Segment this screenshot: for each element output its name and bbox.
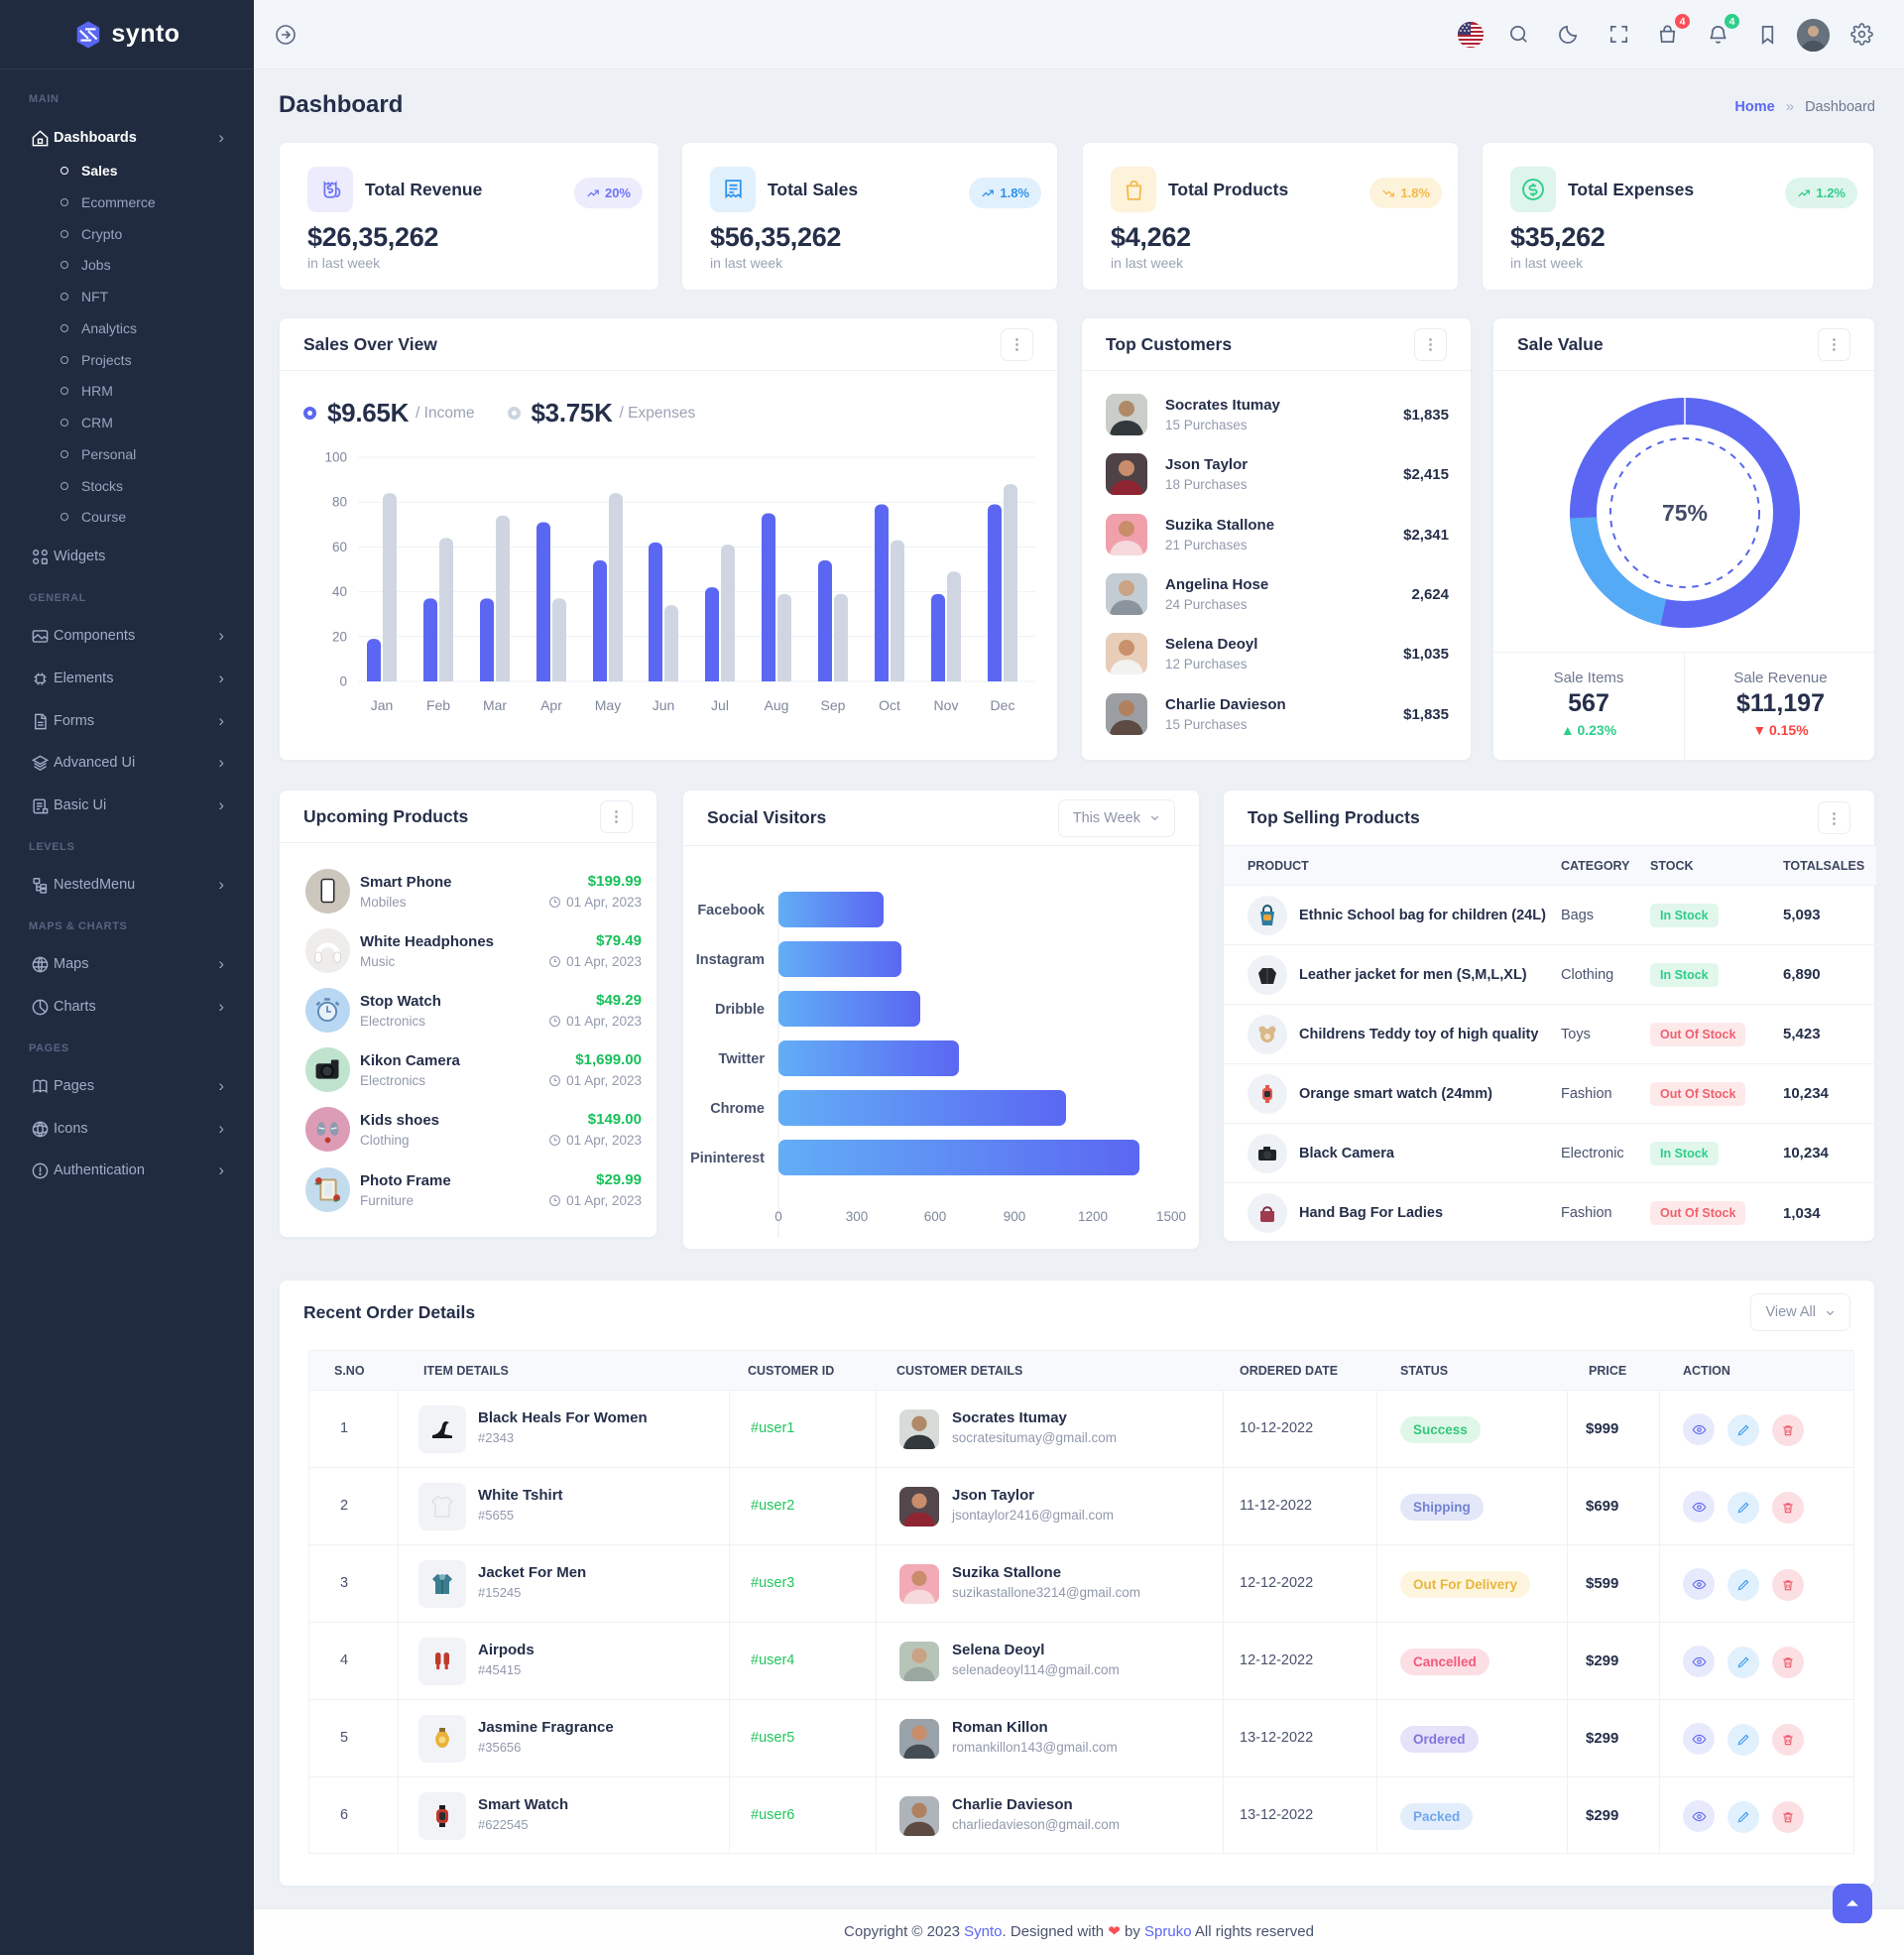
svg-text:Apr: Apr — [540, 697, 562, 713]
svg-text:Dec: Dec — [991, 697, 1015, 713]
svg-text:Feb: Feb — [426, 697, 450, 713]
svg-text:20: 20 — [332, 629, 347, 644]
svg-text:0: 0 — [774, 1209, 782, 1224]
svg-text:900: 900 — [1004, 1209, 1026, 1224]
svg-text:Pininterest: Pininterest — [690, 1151, 765, 1166]
svg-text:600: 600 — [924, 1209, 947, 1224]
svg-text:80: 80 — [332, 495, 347, 510]
svg-text:0: 0 — [339, 674, 347, 689]
svg-text:40: 40 — [332, 584, 347, 599]
svg-text:60: 60 — [332, 540, 347, 554]
svg-text:Aug: Aug — [765, 697, 789, 713]
svg-text:Jul: Jul — [711, 697, 729, 713]
svg-text:Jun: Jun — [653, 697, 675, 713]
svg-text:Oct: Oct — [879, 697, 900, 713]
svg-text:Nov: Nov — [934, 697, 959, 713]
svg-text:May: May — [595, 697, 621, 713]
svg-text:100: 100 — [324, 450, 347, 465]
svg-text:Chrome: Chrome — [710, 1101, 765, 1117]
svg-text:Twitter: Twitter — [719, 1051, 766, 1067]
svg-text:Mar: Mar — [483, 697, 507, 713]
svg-text:1200: 1200 — [1078, 1209, 1108, 1224]
svg-text:300: 300 — [846, 1209, 869, 1224]
svg-text:Instagram: Instagram — [696, 952, 765, 968]
svg-text:Sep: Sep — [821, 697, 846, 713]
svg-text:Facebook: Facebook — [697, 903, 766, 918]
svg-text:1500: 1500 — [1156, 1209, 1186, 1224]
svg-text:Dribble: Dribble — [715, 1002, 765, 1018]
svg-text:Jan: Jan — [371, 697, 394, 713]
svg-text:75%: 75% — [1662, 500, 1708, 526]
